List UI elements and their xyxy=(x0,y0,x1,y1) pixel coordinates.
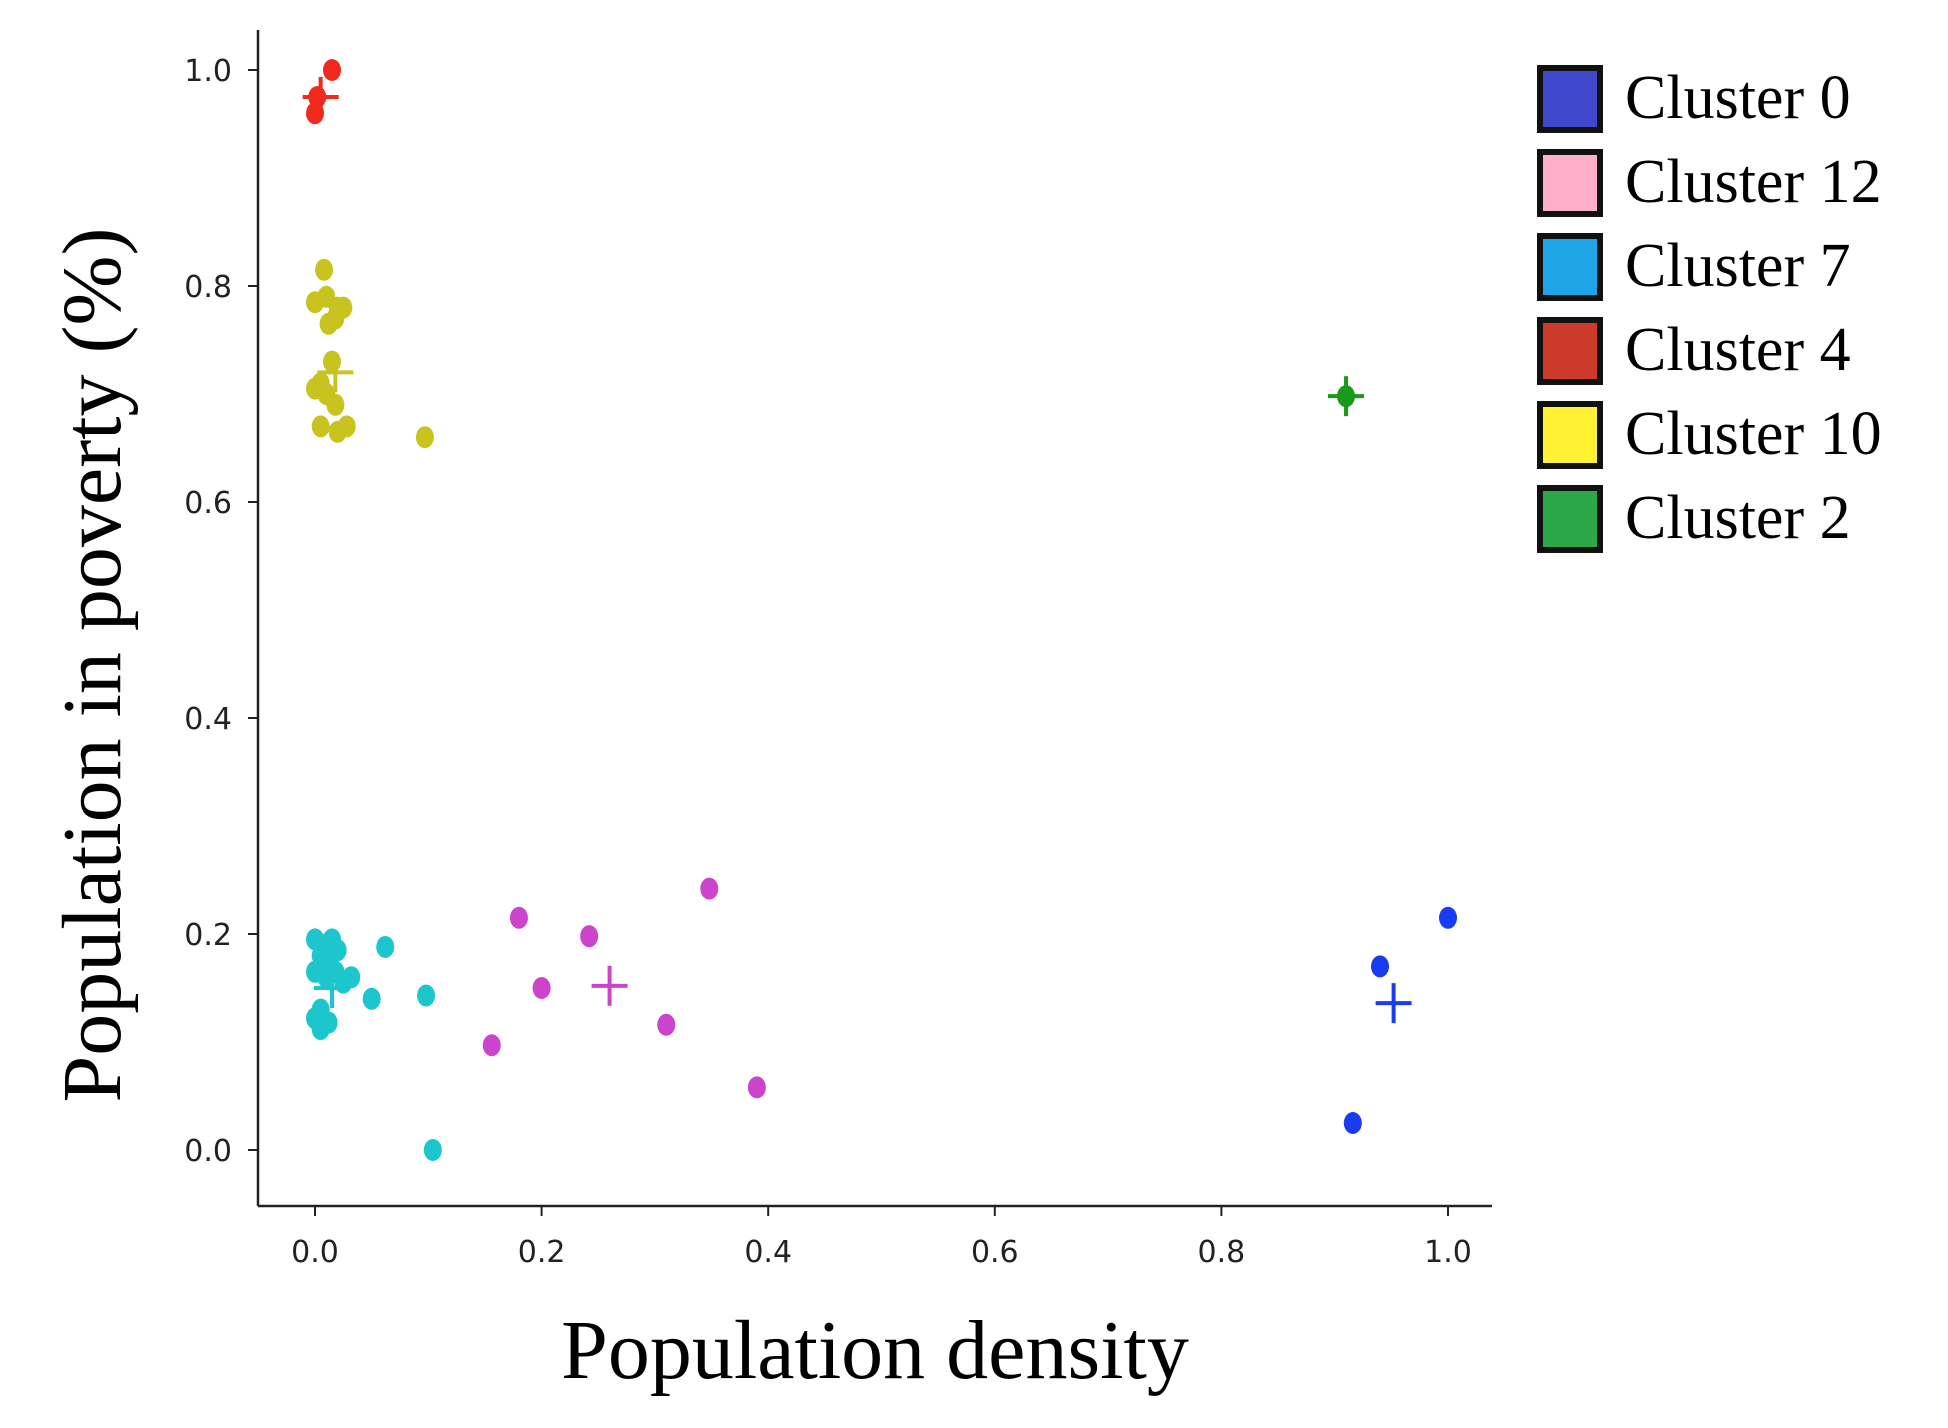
data-point-blue xyxy=(1343,1112,1362,1134)
legend-label: Cluster 12 xyxy=(1625,148,1882,216)
data-point-olive xyxy=(311,415,330,438)
data-point-magenta xyxy=(747,1076,766,1099)
data-point-blue xyxy=(1371,955,1390,978)
data-point-magenta xyxy=(482,1034,501,1057)
legend-swatch xyxy=(1537,149,1603,217)
y-ticks: 0.0 0.2 0.4 0.6 0.8 1.0 xyxy=(184,54,258,1169)
data-point-olive xyxy=(326,307,345,330)
legend-swatch xyxy=(1537,65,1603,133)
legend-swatch xyxy=(1537,485,1603,553)
data-point-olive xyxy=(415,426,434,449)
data-point-magenta xyxy=(532,977,551,999)
data-point-olive xyxy=(337,415,356,438)
data-point-olive xyxy=(315,258,334,281)
centroid-blue xyxy=(1375,983,1412,1024)
legend-swatch xyxy=(1537,401,1603,469)
data-point-red xyxy=(322,59,341,81)
data-point-olive xyxy=(326,393,345,416)
x-axis-title: Population density xyxy=(561,1304,1189,1397)
x-tick-label: 0.2 xyxy=(518,1235,566,1270)
legend-label: Cluster 0 xyxy=(1625,64,1851,132)
centroid-magenta xyxy=(591,965,628,1006)
legend-swatch xyxy=(1537,317,1603,385)
x-ticks: 0.0 0.2 0.4 0.6 0.8 1.0 xyxy=(291,1206,1472,1270)
legend-label: Cluster 2 xyxy=(1625,484,1851,552)
x-tick-label: 1.0 xyxy=(1424,1235,1472,1270)
y-tick-label: 0.4 xyxy=(184,702,232,737)
x-tick-label: 0.6 xyxy=(971,1235,1019,1270)
data-point-cyan xyxy=(417,984,436,1007)
x-tick-label: 0.4 xyxy=(744,1235,792,1270)
legend: Cluster 0 Cluster 12 Cluster 7 Cluster 4 Clu… xyxy=(1537,64,1882,553)
legend-item: Cluster 12 xyxy=(1537,148,1882,217)
legend-item: Cluster 7 xyxy=(1537,232,1851,301)
legend-item: Cluster 0 xyxy=(1537,64,1851,133)
data-point-olive xyxy=(322,350,341,373)
y-tick-label: 0.2 xyxy=(184,918,232,953)
data-point-cyan xyxy=(423,1139,442,1161)
x-tick-label: 0.8 xyxy=(1198,1235,1246,1270)
data-point-cyan xyxy=(362,987,381,1010)
legend-label: Cluster 7 xyxy=(1625,232,1851,300)
legend-item: Cluster 10 xyxy=(1537,400,1882,469)
y-tick-label: 0.6 xyxy=(184,486,232,521)
data-point-blue xyxy=(1439,906,1457,929)
data-point-cyan xyxy=(342,966,361,989)
data-point-magenta xyxy=(700,877,719,900)
data-points xyxy=(306,59,1457,1161)
centroid-olive xyxy=(317,352,354,393)
data-point-magenta xyxy=(580,925,599,948)
y-tick-label: 1.0 xyxy=(184,54,232,89)
legend-item: Cluster 4 xyxy=(1537,316,1851,385)
data-point-cyan xyxy=(376,935,395,958)
y-tick-label: 0.0 xyxy=(184,1134,232,1169)
centroid-green xyxy=(1328,376,1365,417)
y-tick-label: 0.8 xyxy=(184,270,232,305)
legend-swatch xyxy=(1537,233,1603,301)
data-point-magenta xyxy=(657,1013,676,1036)
centroid-markers xyxy=(302,77,1412,1024)
legend-item: Cluster 2 xyxy=(1537,484,1851,553)
legend-label: Cluster 10 xyxy=(1625,400,1882,468)
data-point-magenta xyxy=(509,906,528,929)
x-tick-label: 0.0 xyxy=(291,1235,339,1270)
centroid-cyan xyxy=(313,968,350,1008)
data-point-cyan xyxy=(311,1018,330,1041)
legend-label: Cluster 4 xyxy=(1625,316,1851,384)
centroid-red xyxy=(302,77,339,117)
y-axis-title: Population in poverty (%) xyxy=(46,228,139,1103)
